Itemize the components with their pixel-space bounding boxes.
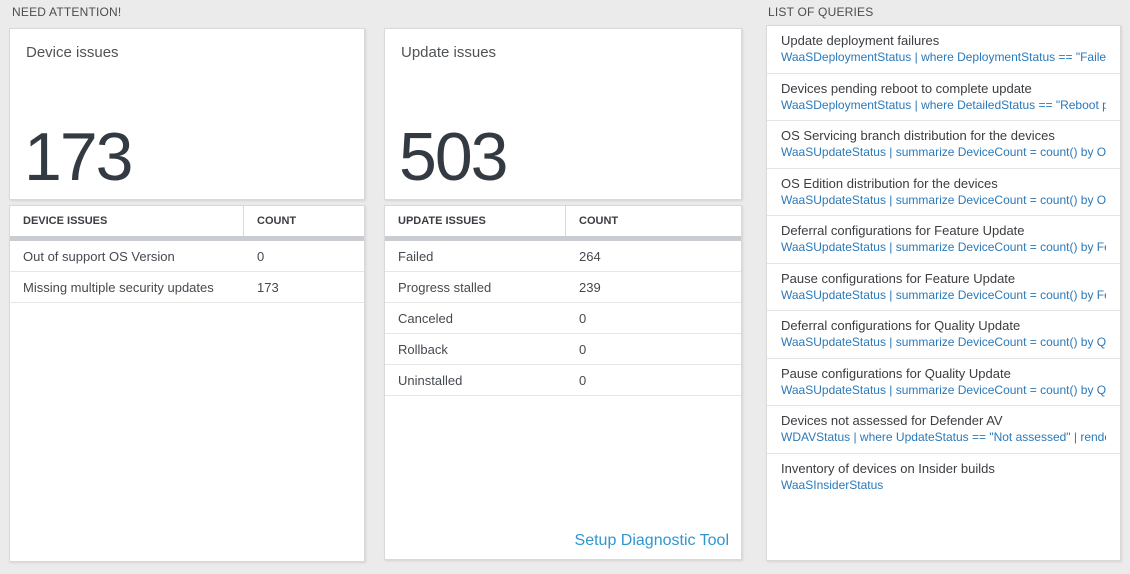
query-text: WaaSUpdateStatus | summarize DeviceCount… [781, 192, 1106, 207]
update-issues-table: UPDATE ISSUES COUNT Failed 264 Progress … [384, 205, 742, 560]
query-list-item[interactable]: OS Edition distribution for the devices … [767, 169, 1120, 216]
query-list-item[interactable]: Devices pending reboot to complete updat… [767, 74, 1120, 121]
section-title-list-of-queries: LIST OF QUERIES [768, 5, 874, 19]
query-list-item[interactable]: Deferral configurations for Feature Upda… [767, 216, 1120, 264]
query-text: WaaSInsiderStatus [781, 477, 884, 492]
table-row[interactable]: Progress stalled 239 [385, 272, 741, 303]
count-cell: 239 [579, 279, 601, 295]
query-title: OS Servicing branch distribution for the… [781, 128, 1055, 143]
device-issues-header-label: DEVICE ISSUES [10, 206, 244, 236]
query-title: Inventory of devices on Insider builds [781, 460, 995, 476]
device-issues-tile[interactable]: Device issues 173 [9, 28, 365, 200]
query-title: Deferral configurations for Quality Upda… [781, 318, 1021, 333]
update-issues-header-count: COUNT [579, 215, 619, 227]
update-issues-table-header: UPDATE ISSUES COUNT [385, 206, 741, 236]
query-text: WaaSUpdateStatus | summarize DeviceCount… [781, 287, 1106, 302]
section-title-need-attention: NEED ATTENTION! [12, 5, 122, 19]
issue-label-cell: Uninstalled [398, 372, 463, 388]
query-title: Deferral configurations for Feature Upda… [781, 223, 1025, 238]
device-issues-table-header: DEVICE ISSUES COUNT [10, 206, 364, 236]
query-title: Pause configurations for Quality Update [781, 365, 1011, 381]
device-issues-table: DEVICE ISSUES COUNT Out of support OS Ve… [9, 205, 365, 562]
device-issues-tile-label: Device issues [26, 44, 119, 61]
query-text: WaaSDeploymentStatus | where DetailedSta… [781, 97, 1106, 112]
update-issues-header-label: UPDATE ISSUES [385, 206, 566, 236]
issue-label-cell: Progress stalled [398, 279, 492, 295]
count-cell: 264 [579, 248, 601, 264]
query-text: WaaSUpdateStatus | summarize DeviceCount… [781, 335, 1106, 349]
query-title: Devices not assessed for Defender AV [781, 413, 1003, 428]
query-list-item[interactable]: Devices not assessed for Defender AV WDA… [767, 406, 1120, 454]
issue-label-cell: Failed [398, 248, 434, 264]
count-cell: 0 [257, 248, 265, 264]
query-text: WDAVStatus | where UpdateStatus == "Not … [781, 430, 1106, 444]
query-list-item[interactable]: OS Servicing branch distribution for the… [767, 121, 1120, 169]
query-title: OS Edition distribution for the devices [781, 175, 998, 191]
count-cell: 0 [579, 310, 587, 326]
table-header-divider-bar [385, 236, 741, 241]
count-cell: 173 [257, 279, 279, 295]
table-row[interactable]: Missing multiple security updates 173 [10, 272, 364, 303]
table-row[interactable]: Uninstalled 0 [385, 365, 741, 396]
table-row[interactable]: Out of support OS Version 0 [10, 241, 364, 272]
table-row[interactable]: Canceled 0 [385, 303, 741, 334]
issue-label-cell: Missing multiple security updates [23, 279, 214, 295]
table-row[interactable]: Rollback 0 [385, 334, 741, 365]
update-issues-tile[interactable]: Update issues 503 [384, 28, 742, 200]
query-list-item[interactable]: Pause configurations for Feature Update … [767, 264, 1120, 311]
query-list-item[interactable]: Pause configurations for Quality Update … [767, 359, 1120, 406]
query-list-item[interactable]: Inventory of devices on Insider builds W… [767, 454, 1120, 502]
query-text: WaaSUpdateStatus | summarize DeviceCount… [781, 382, 1106, 397]
count-cell: 0 [579, 372, 587, 388]
device-issues-header-count: COUNT [257, 215, 297, 227]
update-issues-count-value: 503 [399, 119, 508, 195]
count-cell: 0 [579, 341, 587, 357]
table-row[interactable]: Failed 264 [385, 241, 741, 272]
query-text: WaaSDeploymentStatus | where DeploymentS… [781, 50, 1106, 64]
table-header-divider-bar [10, 236, 364, 241]
query-list-item[interactable]: Deferral configurations for Quality Upda… [767, 311, 1120, 359]
queries-panel: Update deployment failures WaaSDeploymen… [766, 25, 1121, 561]
update-issues-tile-label: Update issues [401, 44, 497, 61]
issue-label-cell: Rollback [398, 341, 448, 357]
query-title: Pause configurations for Feature Update [781, 270, 1016, 286]
query-title: Devices pending reboot to complete updat… [781, 80, 1032, 96]
query-text: WaaSUpdateStatus | summarize DeviceCount… [781, 145, 1106, 159]
setup-diagnostic-tool-link[interactable]: Setup Diagnostic Tool [574, 532, 729, 549]
issue-label-cell: Canceled [398, 310, 453, 326]
query-title: Update deployment failures [781, 33, 940, 48]
query-list-item[interactable]: Update deployment failures WaaSDeploymen… [767, 26, 1120, 74]
query-text: WaaSUpdateStatus | summarize DeviceCount… [781, 240, 1106, 254]
issue-label-cell: Out of support OS Version [23, 248, 175, 264]
device-issues-count-value: 173 [24, 119, 133, 195]
